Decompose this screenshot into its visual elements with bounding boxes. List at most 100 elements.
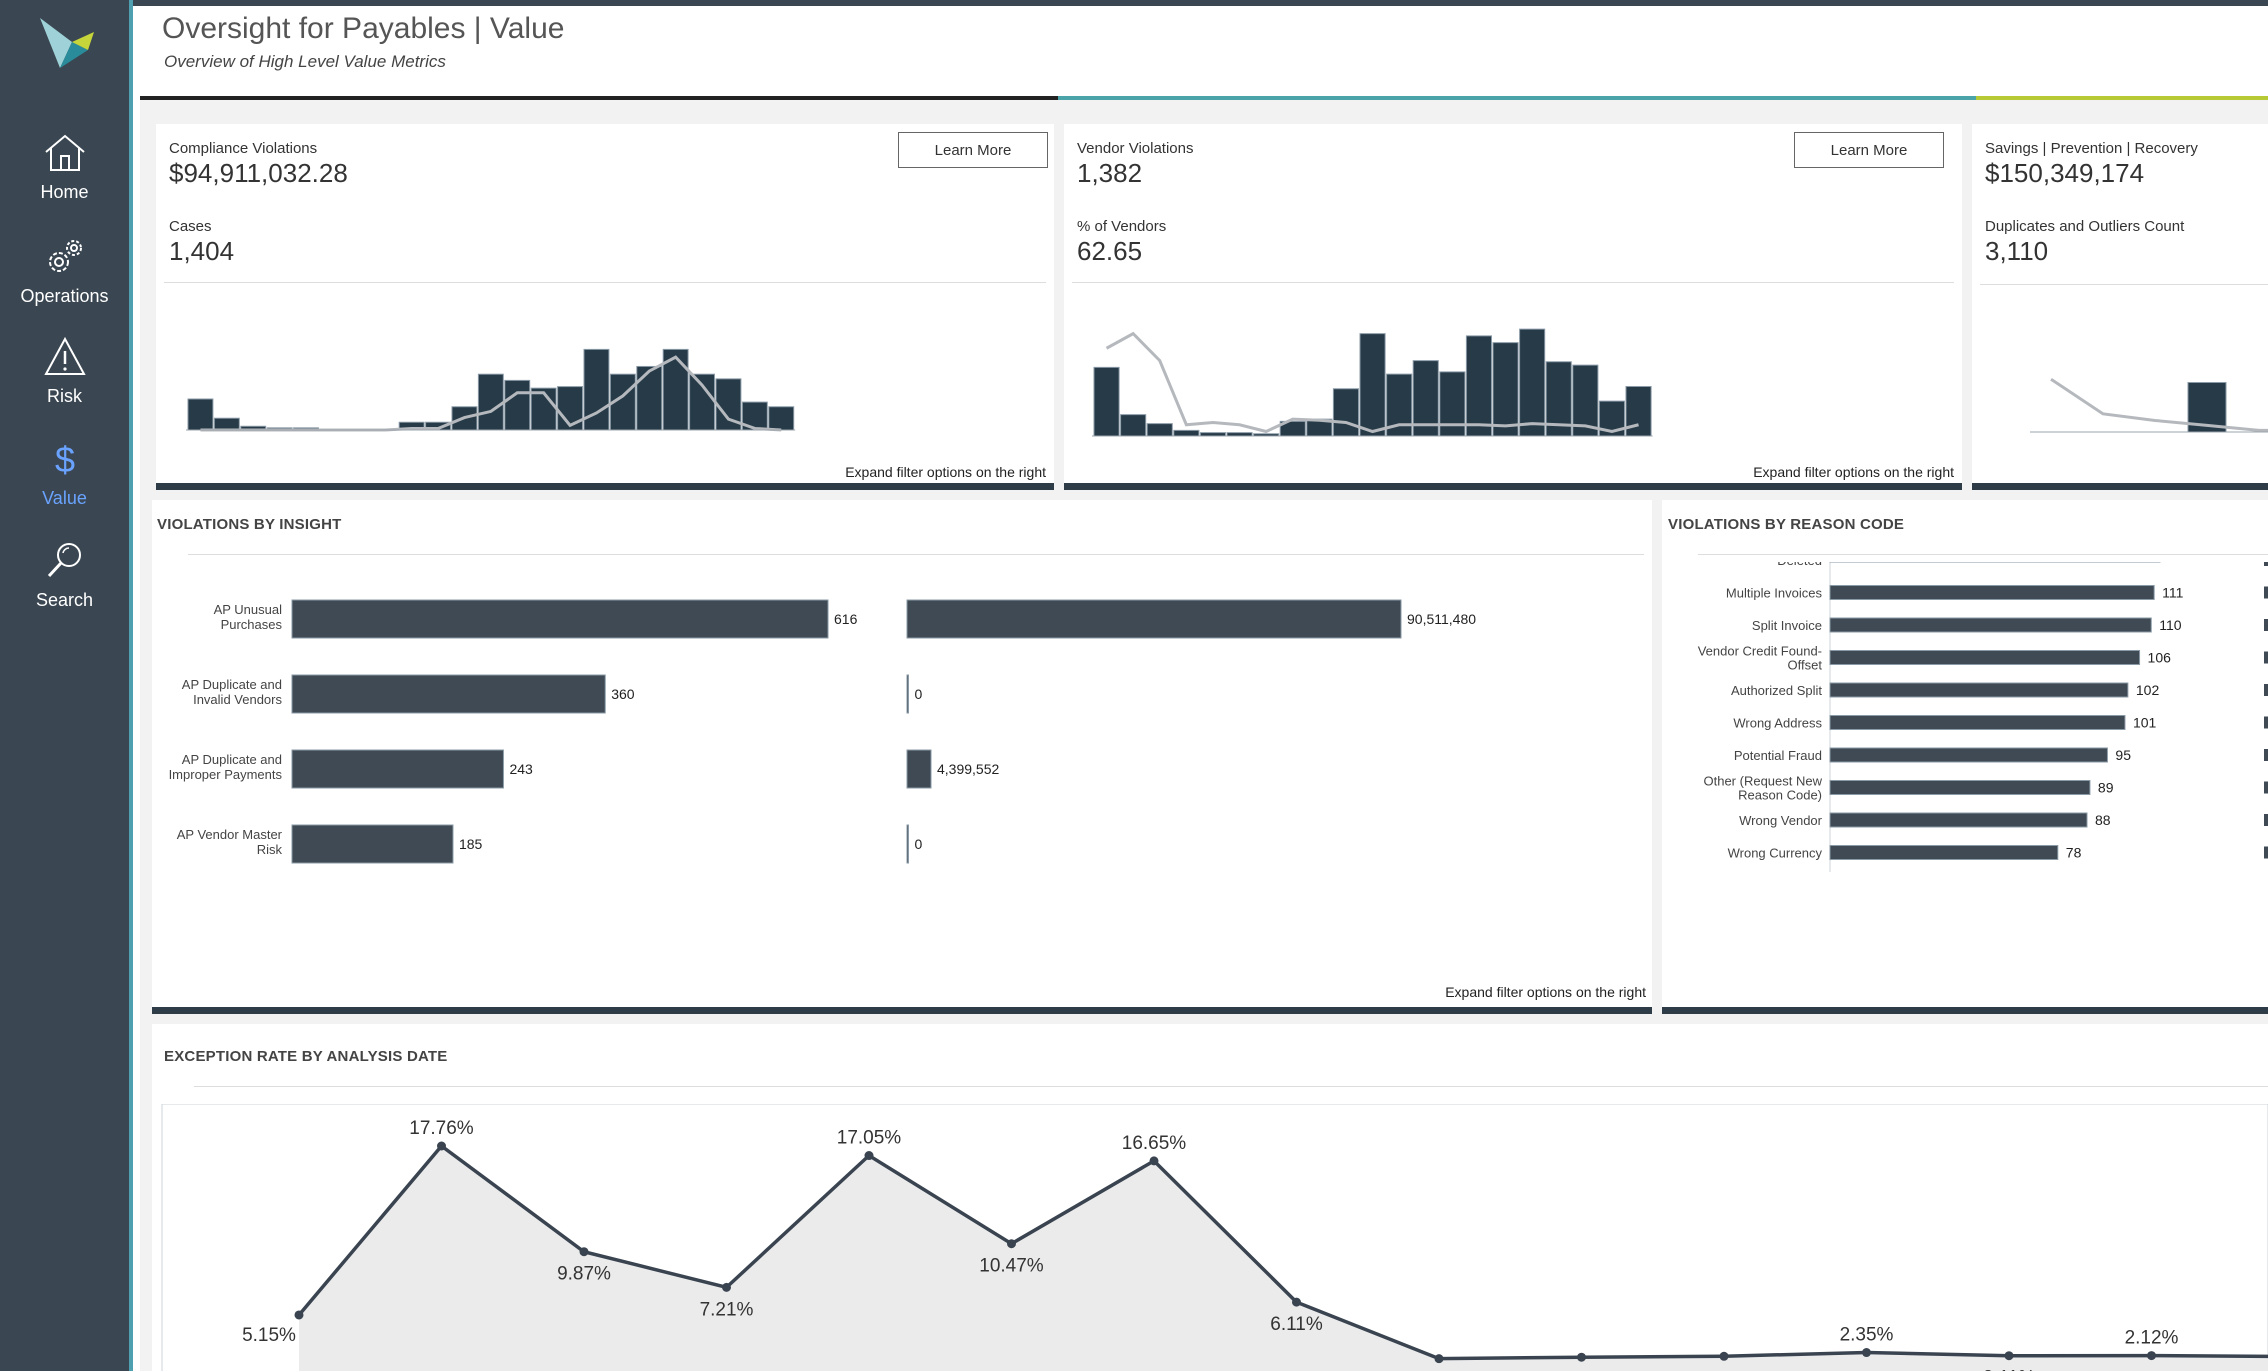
nav-value-label: Value xyxy=(42,488,87,508)
insight-count-bar xyxy=(291,749,504,789)
reason-value-label: 101 xyxy=(2133,715,2157,731)
spark-bar xyxy=(715,378,742,431)
compliance-violations-card: Compliance Violations $94,911,032.28 Cas… xyxy=(156,124,1054,490)
exception-divider xyxy=(194,1086,2268,1087)
insight-amount-label: 0 xyxy=(915,836,923,852)
compliance-spark-chart xyxy=(186,348,796,432)
savings-spark-chart xyxy=(2030,377,2268,433)
duplicates-value: 3,110 xyxy=(1985,236,2049,266)
exception-plot-frame xyxy=(161,1104,2268,1371)
insight-count-bar xyxy=(291,824,454,864)
reason-second-series-bar-edge xyxy=(2264,651,2268,664)
reason-category-label: Deleted xyxy=(1777,562,1822,568)
spark-bar xyxy=(636,365,663,431)
cases-label: Cases xyxy=(169,218,212,235)
pct-vendors-label: % of Vendors xyxy=(1077,218,1167,235)
spark-trend-line xyxy=(2050,377,2268,432)
savings-value: $150,349,174 xyxy=(1985,158,2145,188)
spark-bar xyxy=(662,348,689,431)
compliance-divider xyxy=(164,282,1046,283)
insight-amount-label: 90,511,480 xyxy=(1407,611,1476,627)
insight-count-label: 616 xyxy=(834,611,858,627)
reason-second-series-bar-edge xyxy=(2264,562,2268,566)
exception-point xyxy=(1862,1348,1871,1358)
reason-category-label: Split Invoice xyxy=(1752,618,1822,633)
reason-category-label: Potential Fraud xyxy=(1734,748,1822,763)
nav-home-label: Home xyxy=(40,182,89,202)
svg-text:$: $ xyxy=(54,439,74,480)
spark-bar xyxy=(1199,432,1227,437)
exception-point-label: 6.11% xyxy=(1270,1314,1323,1335)
exception-point xyxy=(579,1247,589,1257)
nav-risk[interactable]: Risk xyxy=(0,336,129,407)
reason-value-label: 89 xyxy=(2098,780,2114,796)
sidebar: Home Operations Risk $ Value Search xyxy=(0,0,133,1371)
reason-category-label: Vendor Credit Found-Offset xyxy=(1698,644,1823,673)
exception-point-label: 16.65% xyxy=(1122,1133,1187,1154)
exception-point xyxy=(722,1282,731,1292)
vendor-divider xyxy=(1072,282,1954,283)
top-strip xyxy=(0,0,2268,6)
exception-point xyxy=(1292,1297,1301,1307)
nav-operations-label: Operations xyxy=(20,286,109,306)
insight-count-label: 243 xyxy=(509,761,533,777)
search-icon xyxy=(47,543,81,578)
spark-bar xyxy=(1120,414,1147,437)
reason-bar xyxy=(1829,780,2091,795)
exception-point xyxy=(864,1151,874,1161)
compliance-learn-more-button[interactable]: Learn More xyxy=(898,132,1048,168)
savings-card-bottom-bar xyxy=(1972,483,2268,490)
insight-amount-bar xyxy=(906,749,932,789)
reason-bar xyxy=(1829,650,2141,665)
reason-category-label: Multiple Invoices xyxy=(1726,586,1823,601)
insight-amount-label: 4,399,552 xyxy=(937,761,999,777)
reason-bar xyxy=(1829,845,2059,860)
nav-operations[interactable]: Operations xyxy=(0,236,129,307)
reason-divider xyxy=(1698,554,2268,555)
exception-rate-chart: 5.15% 17.76% 9.87% 7.21% 17.05% 10.47% 16.65% 6… xyxy=(161,1104,2268,1371)
reason-second-series-bar-edge xyxy=(2264,814,2268,826)
nav-value[interactable]: $ Value xyxy=(0,438,129,509)
home-icon xyxy=(44,134,85,171)
nav-risk-label: Risk xyxy=(47,386,82,406)
exception-point-label: 2.00% xyxy=(1555,1369,1609,1371)
reason-second-series-bar-edge xyxy=(2264,716,2268,729)
insight-expand-note: Expand filter options on the right xyxy=(1445,984,1646,1000)
spark-trend-line xyxy=(1105,331,1639,434)
spark-bar xyxy=(1439,371,1466,437)
exception-point xyxy=(1434,1354,1444,1364)
nav-search[interactable]: Search xyxy=(0,540,129,611)
vendor-learn-more-button[interactable]: Learn More xyxy=(1794,132,1944,168)
insight-amount-bar xyxy=(906,599,1402,639)
exception-point-label: 10.47% xyxy=(979,1256,1044,1277)
insight-category-label: AP Duplicate and Improper Payments xyxy=(169,752,283,782)
reason-category-label: Authorized Split xyxy=(1731,683,1822,698)
reason-value-label: 78 xyxy=(2066,845,2082,861)
compliance-card-bottom-bar xyxy=(156,483,1054,490)
spark-bar xyxy=(689,373,715,431)
savings-label: Savings | Prevention | Recovery xyxy=(1985,140,2198,157)
reason-second-series-bar-edge xyxy=(2264,781,2268,794)
reason-second-series-bar-edge xyxy=(2264,586,2268,599)
compliance-label: Compliance Violations xyxy=(169,140,318,157)
sidebar-edge xyxy=(129,0,133,1371)
reason-panel-bottom-bar xyxy=(1662,1007,2268,1014)
header-underline-lime xyxy=(1976,96,2268,100)
reason-bar xyxy=(1829,812,2088,828)
reason-bar xyxy=(1829,747,2108,763)
savings-card: Savings | Prevention | Recovery $150,349… xyxy=(1972,124,2268,490)
exception-point-label: 2.07% xyxy=(1697,1368,1751,1371)
reason-category-label: Wrong Currency xyxy=(1728,846,1823,861)
spark-bar xyxy=(1359,333,1386,437)
spark-bar xyxy=(1519,328,1546,437)
insight-count-bar xyxy=(291,599,829,639)
insight-amount-bar xyxy=(906,824,909,864)
spark-bar xyxy=(1093,366,1120,437)
insight-count-label: 360 xyxy=(611,686,635,702)
vendor-expand-note: Expand filter options on the right xyxy=(1753,464,1954,480)
insight-count-bar xyxy=(291,674,606,714)
exception-point-label: 2.35% xyxy=(1840,1325,1894,1346)
vendor-card-bottom-bar xyxy=(1064,483,1962,490)
reason-second-series-bar-edge xyxy=(2264,749,2268,761)
nav-home[interactable]: Home xyxy=(0,132,129,203)
